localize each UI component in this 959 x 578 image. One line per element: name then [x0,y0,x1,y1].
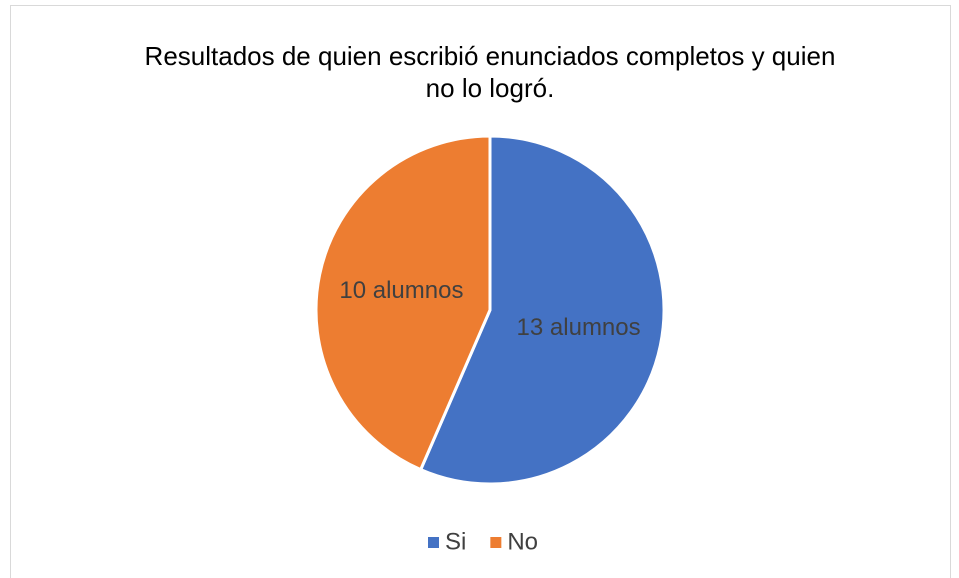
data-label: 13 alumnos [517,314,641,341]
pie-slice [418,134,666,486]
pie-slice [314,134,492,472]
data-label: 10 alumnos [339,277,463,304]
legend-swatch [490,537,502,548]
legend-swatch [428,537,439,548]
legend-label: Si [445,528,466,555]
legend-label: No [507,528,538,555]
chart-title: Resultados de quien escribió enunciados … [144,41,836,103]
